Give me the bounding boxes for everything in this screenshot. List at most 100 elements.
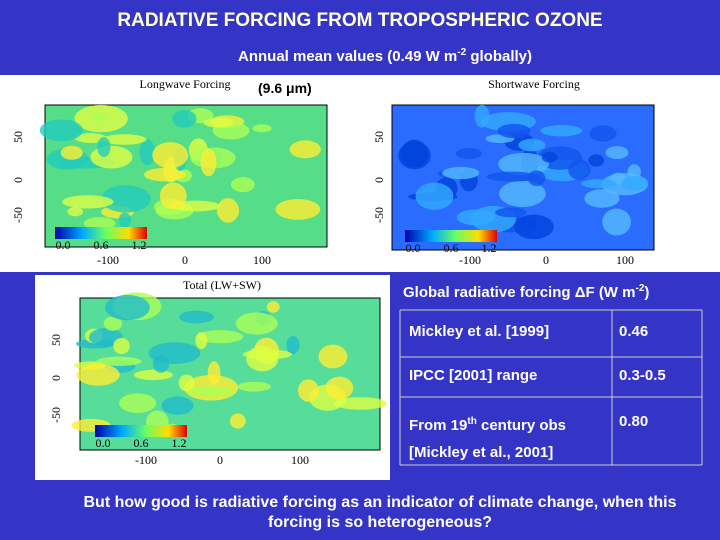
colorbar (405, 230, 497, 242)
table-cell: 0.46 (619, 323, 649, 340)
cell-text: Mickley et al. [1999] (409, 323, 550, 340)
y-tick-label: 0 (372, 177, 386, 183)
map-region (178, 374, 195, 392)
map-region (474, 104, 490, 128)
footer: But how good is radiative forcing as an … (83, 494, 677, 531)
table-header: Global radiative forcing ΔF (W m-2) (403, 283, 649, 301)
map-region (498, 152, 549, 176)
map-region (113, 337, 130, 355)
y-tick-label: -50 (11, 207, 25, 223)
map-region (588, 154, 605, 167)
x-tick-label: -100 (459, 253, 481, 267)
x-tick-label: 100 (616, 253, 634, 267)
y-tick-label: 50 (11, 131, 25, 143)
y-tick-label: 50 (49, 334, 63, 346)
map-region (581, 179, 617, 189)
y-tick-label: 0 (49, 375, 63, 381)
annotation: (9.6 μm) (256, 80, 314, 96)
table-cell: From 19th century obs [Mickley et al., 2… (409, 408, 609, 466)
x-tick-label: 0 (182, 253, 188, 267)
map-region (400, 139, 428, 168)
map-region (237, 381, 272, 392)
title: RADIATIVE FORCING FROM TROPOSPHERIC OZON… (117, 10, 603, 31)
map-region (325, 376, 354, 400)
map-region (589, 125, 617, 142)
map-region (105, 294, 150, 321)
map-region (60, 145, 83, 160)
map-region (103, 316, 123, 331)
map-region (96, 356, 142, 366)
colorbar-label: 1.2 (172, 436, 187, 450)
map-region (159, 182, 187, 210)
colorbar-label: 0.0 (96, 436, 111, 450)
map-region (100, 185, 151, 213)
table-cell: 0.80 (619, 413, 649, 430)
map-region (76, 363, 120, 386)
superscript: th (467, 416, 477, 427)
map-region (252, 124, 272, 133)
superscript: -2 (635, 283, 645, 294)
map-region (152, 354, 170, 373)
y-tick-label: 50 (372, 131, 386, 143)
map-region (602, 208, 632, 236)
map-region (74, 133, 107, 143)
map-region (518, 138, 546, 152)
map-region (187, 386, 233, 397)
header-text: Global radiative forcing ΔF (W m (403, 284, 636, 301)
map-region (118, 212, 132, 228)
map-region (172, 109, 197, 128)
map-region (229, 413, 246, 429)
colorbar-label: 1.2 (132, 238, 147, 252)
map-region (67, 206, 84, 217)
map-region (334, 397, 387, 410)
subtitle-text: globally) (466, 48, 532, 65)
map-region (91, 112, 107, 122)
map-region (442, 166, 480, 180)
x-tick-label: 0 (217, 453, 223, 467)
cell-text: IPCC [2001] range (409, 367, 538, 384)
colorbar-label: 0.6 (134, 436, 149, 450)
map-region (289, 140, 321, 159)
cell-text: century obs [Mickley et al., 2001] (409, 417, 566, 461)
map-region (161, 396, 194, 415)
colorbar-label: 0.6 (94, 238, 109, 252)
x-tick-label: -100 (135, 453, 157, 467)
map-region (541, 151, 558, 163)
map-region (540, 125, 583, 137)
map-title: Shortwave Forcing (488, 77, 580, 91)
map-region (242, 349, 292, 360)
map-region (584, 189, 620, 208)
subtitle-text: Annual mean values (0.49 W m (238, 48, 458, 65)
map-region (499, 180, 546, 207)
map-region (235, 312, 278, 335)
x-tick-label: 100 (253, 253, 271, 267)
map-region (195, 332, 208, 350)
map-region (455, 147, 482, 160)
map-region (152, 142, 189, 169)
x-tick-label: -100 (97, 253, 119, 267)
map-region (486, 171, 539, 182)
map-region (83, 217, 116, 230)
colorbar-label: 0.0 (56, 238, 71, 252)
table-cell: IPCC [2001] range (409, 362, 609, 389)
table-cell: Mickley et al. [1999] (409, 318, 609, 345)
map-region (621, 175, 649, 191)
y-tick-label: -50 (49, 407, 63, 423)
map-region (275, 198, 321, 220)
map-plot (79, 297, 381, 451)
map-region (497, 123, 531, 139)
superscript: -2 (457, 47, 467, 58)
map-region (179, 310, 214, 324)
colorbar (55, 227, 147, 239)
map-title: Longwave Forcing (140, 77, 231, 91)
cell-text: From 19 (409, 417, 468, 434)
colorbar-label: 0.6 (444, 241, 459, 255)
map-region (97, 137, 111, 158)
table-cell: 0.3-0.5 (619, 367, 666, 384)
map-region (318, 344, 348, 369)
map-region (88, 328, 123, 347)
map-region (39, 119, 83, 142)
table-lines (399, 309, 703, 466)
map-region (207, 361, 221, 385)
